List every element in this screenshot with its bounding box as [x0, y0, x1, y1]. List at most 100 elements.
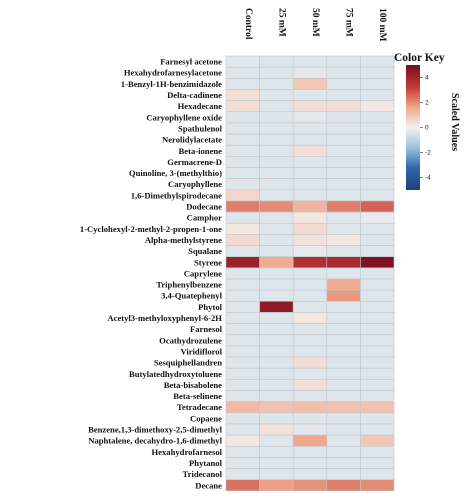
heatmap-cell — [326, 300, 361, 313]
row-label: Tridecanol — [183, 469, 223, 479]
heatmap-cell — [259, 89, 294, 101]
heatmap-cell — [326, 445, 361, 458]
heatmap-cell — [225, 256, 260, 269]
heatmap-cell — [259, 323, 294, 336]
heatmap-cell — [360, 144, 395, 157]
heatmap-cell — [326, 479, 361, 492]
heatmap-cell — [225, 345, 260, 358]
heatmap-cell — [360, 222, 395, 235]
heatmap-cell — [292, 100, 328, 113]
heatmap-cell — [225, 133, 260, 146]
heatmap-cell — [360, 267, 395, 280]
row-label: Beta-selinene — [173, 391, 222, 401]
heatmap-cell — [292, 312, 328, 324]
heatmap-cell — [292, 178, 328, 191]
heatmap-cell — [225, 156, 260, 168]
heatmap-cell — [225, 200, 260, 213]
heatmap-cell — [360, 401, 395, 414]
heatmap-cell — [360, 345, 395, 358]
row-label: Phytol — [198, 302, 222, 312]
heatmap-cell — [326, 312, 361, 324]
heatmap-cells — [225, 55, 395, 492]
row-label: Squalane — [188, 246, 222, 256]
heatmap-cell — [292, 334, 328, 347]
color-key-label: Scaled Values — [449, 93, 460, 151]
heatmap-cell — [225, 66, 260, 79]
heatmap-cell — [326, 89, 361, 101]
heatmap-cell — [360, 278, 395, 291]
heatmap-cell — [225, 334, 260, 347]
color-key-tick-label: 2 — [425, 100, 429, 107]
heatmap-cell — [225, 55, 260, 68]
heatmap-cell — [225, 234, 260, 246]
heatmap-cell — [225, 445, 260, 458]
heatmap-cell — [259, 111, 294, 124]
heatmap-cell — [225, 122, 260, 135]
heatmap-cell — [225, 245, 260, 258]
heatmap-cell — [292, 167, 328, 179]
row-label: Germacrene-D — [167, 157, 222, 167]
row-label: Caryophyllene oxide — [146, 112, 222, 122]
heatmap-cell — [360, 256, 395, 269]
heatmap-cell — [292, 222, 328, 235]
row-label: Decane — [195, 480, 222, 490]
heatmap-cell — [360, 156, 395, 168]
heatmap-cell — [259, 156, 294, 168]
heatmap-cell — [360, 133, 395, 146]
heatmap-cell — [259, 66, 294, 79]
row-label: Farnesyl acetone — [160, 57, 222, 67]
heatmap-cell — [259, 167, 294, 179]
heatmap-cell — [259, 479, 294, 492]
heatmap-cell — [259, 234, 294, 246]
row-label: Tetradecane — [177, 402, 222, 412]
heatmap-cell — [292, 457, 328, 469]
color-key-gradient-bar — [406, 65, 420, 190]
column-label: 100 mM — [377, 8, 387, 42]
heatmap-cell — [360, 100, 395, 113]
heatmap-cell — [360, 445, 395, 458]
row-label: Dodecane — [186, 202, 222, 212]
heatmap-cell — [292, 267, 328, 280]
heatmap-cell — [360, 245, 395, 258]
heatmap-cell — [259, 300, 294, 313]
heatmap-cell — [292, 189, 328, 202]
heatmap-cell — [326, 211, 361, 224]
heatmap-cell — [259, 390, 294, 402]
heatmap-cell — [292, 300, 328, 313]
heatmap-cell — [326, 256, 361, 269]
heatmap-cell — [292, 445, 328, 458]
heatmap-cell — [292, 468, 328, 480]
heatmap-cell — [292, 323, 328, 336]
heatmap-cell — [360, 390, 395, 402]
heatmap-cell — [292, 401, 328, 414]
heatmap-cell — [360, 334, 395, 347]
heatmap-cell — [259, 200, 294, 213]
heatmap-cell — [259, 222, 294, 235]
heatmap-cell — [259, 401, 294, 414]
heatmap-cell — [292, 289, 328, 302]
heatmap-cell — [259, 289, 294, 302]
heatmap-cell — [259, 55, 294, 68]
heatmap-cell — [326, 133, 361, 146]
color-key-tick-label: -4 — [425, 175, 431, 182]
heatmap-cell — [360, 111, 395, 124]
column-label: Control — [243, 8, 253, 40]
heatmap-cell — [292, 367, 328, 380]
heatmap-cell — [292, 122, 328, 135]
row-label: 1-Cyclohexyl-2-methyl-2-propen-1-one — [80, 224, 222, 234]
column-labels: Control 25 mM 50 mM 75 mM 100 mM — [243, 8, 387, 42]
heatmap-cell — [360, 167, 395, 179]
heatmap-cell — [326, 390, 361, 402]
heatmap-cell — [360, 479, 395, 492]
row-label: Styrene — [194, 257, 222, 267]
heatmap-cell — [360, 78, 395, 90]
heatmap-cell — [326, 200, 361, 213]
row-label: Nerolidylacetate — [162, 135, 222, 145]
heatmap-cell — [360, 178, 395, 191]
heatmap-cell — [292, 412, 328, 425]
row-label: 1-Benzyl-1H-benzimidazole — [121, 79, 222, 89]
heatmap-cell — [360, 55, 395, 68]
heatmap-cell — [360, 211, 395, 224]
row-label: Ocathydrozulene — [159, 335, 222, 345]
